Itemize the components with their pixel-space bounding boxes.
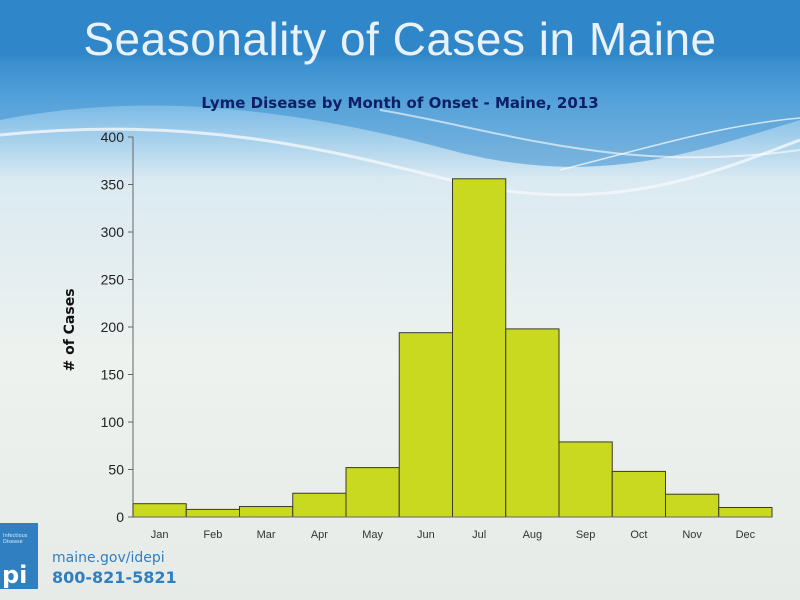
- y-tick-label: 150: [101, 367, 125, 383]
- bar-mar: [239, 506, 294, 518]
- chart-title: Lyme Disease by Month of Onset - Maine, …: [201, 94, 599, 112]
- x-tick-label: Jun: [417, 529, 435, 541]
- y-tick-label: 100: [101, 414, 125, 430]
- x-tick-label: Feb: [203, 529, 222, 541]
- website-text: maine.gov/idepi: [52, 550, 165, 566]
- y-axis-label: # of Cases: [62, 288, 78, 371]
- bar-nov: [665, 493, 720, 518]
- bar-jan: [132, 503, 187, 518]
- bar-dec: [718, 507, 773, 518]
- x-tick-label: Jan: [151, 529, 169, 541]
- bar-apr: [292, 492, 347, 518]
- y-tick-label: 350: [101, 177, 125, 193]
- logo-letters: pi: [2, 561, 28, 589]
- x-axis: Jan Feb Mar Apr May Jun Jul Aug Sep Oct Nov Dec: [133, 516, 772, 541]
- x-tick-label: May: [362, 529, 383, 541]
- y-tick-label: 400: [101, 129, 125, 145]
- bar-oct: [611, 470, 666, 518]
- x-tick-label: Sep: [576, 529, 596, 541]
- bar-jun: [398, 332, 453, 518]
- x-tick-label: Jul: [472, 529, 486, 541]
- phone-number: 800-821-5821: [52, 568, 177, 587]
- x-tick-label: Mar: [257, 529, 276, 541]
- y-tick-label: 0: [116, 509, 124, 525]
- slide-title: Seasonality of Cases in Maine: [83, 13, 717, 65]
- maine-cdc-logo: Infectious Disease pi: [0, 523, 38, 589]
- x-tick-label: Dec: [736, 529, 756, 541]
- y-axis: 0 50 100 150 200 250 300 350 400: [101, 129, 134, 525]
- bar-feb: [185, 508, 240, 518]
- bar-jul: [452, 178, 507, 518]
- y-tick-label: 50: [108, 462, 124, 478]
- bar-aug: [505, 328, 560, 518]
- y-tick-label: 200: [101, 319, 125, 335]
- x-tick-label: Aug: [523, 529, 543, 541]
- x-tick-label: Apr: [311, 529, 328, 541]
- y-tick-label: 300: [101, 224, 125, 240]
- bar-may: [345, 467, 400, 518]
- x-tick-label: Nov: [682, 529, 702, 541]
- logo-caption: Infectious Disease: [3, 533, 28, 545]
- bar-sep: [558, 441, 613, 518]
- x-tick-label: Oct: [630, 529, 647, 541]
- bars: [132, 178, 773, 518]
- y-tick-label: 250: [101, 272, 125, 288]
